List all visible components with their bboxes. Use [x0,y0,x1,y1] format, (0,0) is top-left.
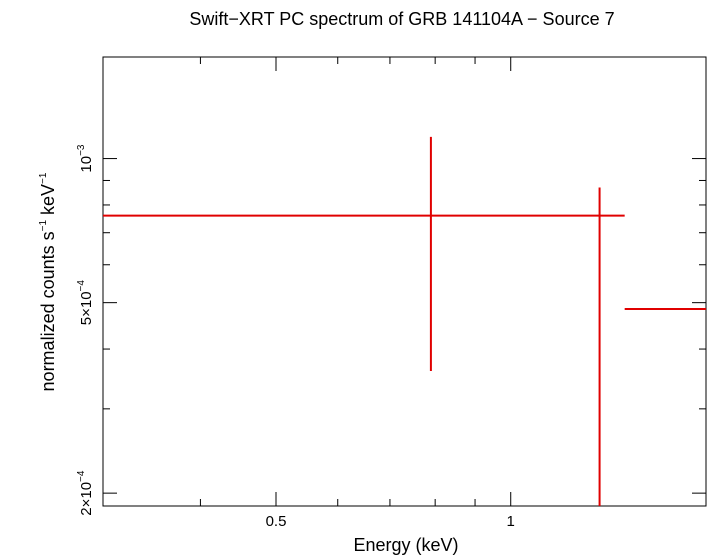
tick-marks [102,57,706,506]
x-tick-label: 0.5 [266,513,287,530]
y-axis-label: normalized counts s−1 keV−1 [38,172,58,391]
y-tick-label: 2×10−4 [76,470,95,516]
plot-frame [102,56,707,507]
tick-labels: 0.5 1 10−3 5×10−4 2×10−4 [76,144,515,530]
x-tick-label: 1 [507,513,515,530]
x-axis-label: Energy (keV) [353,535,458,555]
y-tick-label: 10−3 [76,144,95,173]
data-points [103,136,706,506]
y-tick-label: 5×10−4 [76,280,95,326]
chart-title: Swift−XRT PC spectrum of GRB 141104A − S… [189,9,614,29]
